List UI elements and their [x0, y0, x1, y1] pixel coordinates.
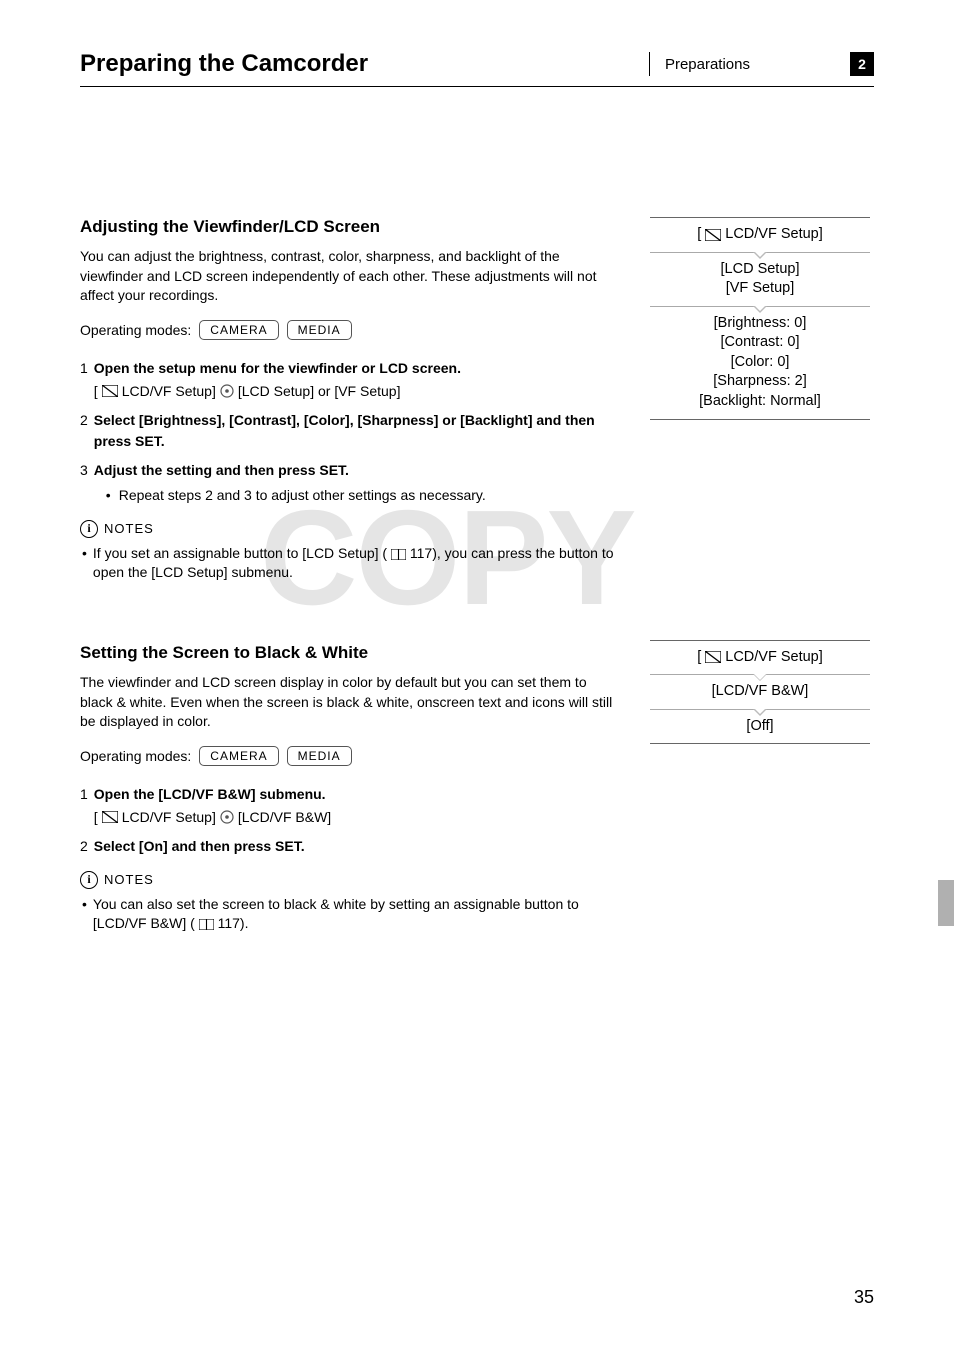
- section2-note1-b: 117).: [218, 915, 249, 931]
- section1-step2-title: Select [Brightness], [Contrast], [Color]…: [94, 410, 620, 452]
- screen-icon: [102, 811, 118, 823]
- section1-step2: 2 Select [Brightness], [Contrast], [Colo…: [80, 410, 620, 452]
- camera-mode-badge: CAMERA: [199, 746, 278, 766]
- info-icon: i: [80, 520, 98, 538]
- operating-modes-label: Operating modes:: [80, 322, 191, 338]
- section1-note1: • If you set an assignable button to [LC…: [82, 544, 620, 583]
- info-icon: i: [80, 871, 98, 889]
- screen-icon: [705, 651, 721, 663]
- chapter-number-badge: 2: [850, 52, 874, 76]
- manual-ref-icon: [391, 549, 406, 560]
- chevron-down-icon: [753, 674, 767, 681]
- section2-note1: • You can also set the screen to black &…: [82, 895, 620, 934]
- section2-intro: The viewfinder and LCD screen display in…: [80, 673, 620, 732]
- section1-step1: 1 Open the setup menu for the viewfinder…: [80, 358, 620, 402]
- chevron-down-icon: [753, 252, 767, 259]
- chevron-down-icon: [753, 709, 767, 716]
- section2-step1-detail-b: [LCD/VF B&W]: [238, 807, 331, 828]
- section2-step1-detail-a: LCD/VF Setup]: [122, 807, 216, 828]
- camera-mode-badge: CAMERA: [199, 320, 278, 340]
- menu1-head: LCD/VF Setup]: [725, 225, 823, 245]
- menu2-head: LCD/VF Setup]: [725, 648, 823, 668]
- menu1-row3: [Brightness: 0] [Contrast: 0] [Color: 0]…: [650, 307, 870, 419]
- section1-title: Adjusting the Viewfinder/LCD Screen: [80, 217, 620, 237]
- notes-label: NOTES: [104, 872, 154, 887]
- section1-intro: You can adjust the brightness, contrast,…: [80, 247, 620, 306]
- operating-modes-label: Operating modes:: [80, 748, 191, 764]
- manual-ref-icon: [199, 919, 214, 930]
- notes-header-2: i NOTES: [80, 871, 620, 889]
- section2-step1-title: Open the [LCD/VF B&W] submenu.: [94, 784, 620, 805]
- section2-title: Setting the Screen to Black & White: [80, 643, 620, 663]
- menu-path-box-2: [ LCD/VF Setup] [LCD/VF B&W] [Off]: [650, 640, 870, 745]
- menu-path-box-1: [ LCD/VF Setup] [LCD Setup] [VF Setup] […: [650, 217, 870, 420]
- section1-step3-bullet: Repeat steps 2 and 3 to adjust other set…: [119, 485, 486, 506]
- section1-note1-a: If you set an assignable button to [LCD …: [93, 545, 387, 561]
- nav-arrow-icon: [220, 384, 234, 398]
- operating-modes-2: Operating modes: CAMERA MEDIA: [80, 746, 620, 766]
- section2-step2-title: Select [On] and then press SET.: [94, 836, 620, 857]
- section2-note1-a: You can also set the screen to black & w…: [93, 896, 579, 932]
- operating-modes-1: Operating modes: CAMERA MEDIA: [80, 320, 620, 340]
- notes-label: NOTES: [104, 521, 154, 536]
- chevron-down-icon: [753, 306, 767, 313]
- page-title: Preparing the Camcorder: [80, 50, 649, 78]
- nav-arrow-icon: [220, 810, 234, 824]
- section1-step1-detail-a: LCD/VF Setup]: [122, 381, 216, 402]
- chapter-name: Preparations: [665, 56, 750, 73]
- page-number: 35: [854, 1287, 874, 1308]
- media-mode-badge: MEDIA: [287, 320, 352, 340]
- section1-step3: 3 Adjust the setting and then press SET.…: [80, 460, 620, 506]
- media-mode-badge: MEDIA: [287, 746, 352, 766]
- section2-step2: 2 Select [On] and then press SET.: [80, 836, 620, 857]
- screen-icon: [102, 385, 118, 397]
- screen-icon: [705, 229, 721, 241]
- menu1-row2: [LCD Setup] [VF Setup]: [650, 253, 870, 307]
- section1-step1-title: Open the setup menu for the viewfinder o…: [94, 358, 620, 379]
- section1-step3-title: Adjust the setting and then press SET.: [94, 460, 620, 481]
- notes-header-1: i NOTES: [80, 520, 620, 538]
- section1-step1-detail-b: [LCD Setup] or [VF Setup]: [238, 381, 401, 402]
- section2-step1: 1 Open the [LCD/VF B&W] submenu. [ LCD/V…: [80, 784, 620, 828]
- page-header: Preparing the Camcorder Preparations 2: [80, 50, 874, 87]
